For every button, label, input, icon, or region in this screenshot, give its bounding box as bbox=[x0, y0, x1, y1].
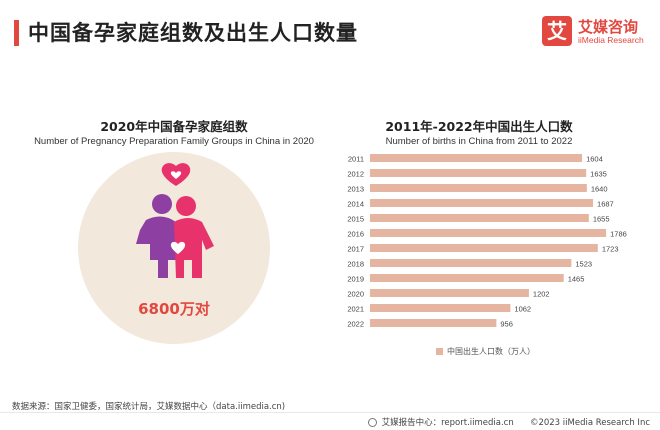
bar bbox=[370, 214, 589, 222]
legend-swatch bbox=[436, 348, 443, 355]
category-label: 2019 bbox=[347, 275, 364, 284]
bar bbox=[370, 244, 598, 252]
data-source: 数据来源：国家卫健委，国家统计局，艾媒数据中心（data.iimedia.cn) bbox=[12, 402, 286, 412]
report-center-icon bbox=[367, 418, 377, 427]
logo-name-cn: 艾媒咨询 bbox=[578, 18, 639, 36]
family-icon bbox=[136, 163, 214, 278]
category-label: 2012 bbox=[347, 170, 364, 179]
category-label: 2016 bbox=[347, 230, 364, 239]
category-label: 2021 bbox=[347, 305, 364, 314]
bar bbox=[370, 274, 564, 282]
bar bbox=[370, 154, 583, 162]
bar bbox=[370, 229, 607, 237]
bar bbox=[370, 259, 572, 267]
data-label: 956 bbox=[500, 320, 513, 329]
left-panel-title-cn: 2020年中国备孕家庭组数 bbox=[100, 119, 248, 134]
bar bbox=[370, 199, 594, 207]
bar bbox=[370, 184, 587, 192]
data-label: 1786 bbox=[610, 230, 627, 239]
data-label: 1655 bbox=[593, 215, 610, 224]
chart-legend: 中国出生人口数（万人） bbox=[436, 346, 535, 357]
data-label: 1202 bbox=[533, 290, 550, 299]
footer-right: 艾媒报告中心：report.iimedia.cn ©2023 iiMedia R… bbox=[367, 416, 650, 428]
data-label: 1687 bbox=[597, 200, 614, 209]
bar bbox=[370, 319, 497, 327]
logo-name-en: iiMedia Research bbox=[578, 35, 644, 45]
chart-title: 2011年-2022年中国出生人口数 bbox=[385, 119, 573, 134]
bar-chart: 2011 1604 2012 1635 2013 1640 2014 1687 2015 1655… bbox=[347, 154, 627, 329]
legend-label: 中国出生人口数（万人） bbox=[447, 347, 535, 356]
data-label: 1523 bbox=[575, 260, 592, 269]
category-label: 2022 bbox=[347, 320, 364, 329]
data-label: 1062 bbox=[514, 305, 531, 314]
bar bbox=[370, 169, 587, 177]
bar bbox=[370, 304, 511, 312]
report-center-link[interactable]: 艾媒报告中心：report.iimedia.cn bbox=[381, 418, 514, 428]
category-label: 2018 bbox=[347, 260, 364, 269]
bar bbox=[370, 289, 529, 297]
category-label: 2013 bbox=[347, 185, 364, 194]
data-label: 1640 bbox=[591, 185, 608, 194]
stat-value: 6800万对 bbox=[138, 300, 210, 318]
footer-divider bbox=[0, 412, 660, 413]
logo-mark: 艾 bbox=[542, 16, 572, 46]
data-label: 1635 bbox=[590, 170, 607, 179]
category-label: 2017 bbox=[347, 245, 364, 254]
data-label: 1723 bbox=[602, 245, 619, 254]
title-accent-bar bbox=[14, 20, 19, 46]
category-label: 2011 bbox=[348, 155, 364, 164]
copyright: ©2023 iiMedia Research Inc bbox=[529, 418, 650, 428]
category-label: 2015 bbox=[347, 215, 364, 224]
small-heart-icon bbox=[170, 241, 186, 254]
brand-logo: 艾 艾媒咨询 iiMedia Research bbox=[542, 16, 652, 50]
page-title: 中国备孕家庭组数及出生人口数量 bbox=[28, 21, 358, 45]
data-label: 1465 bbox=[568, 275, 585, 284]
chart-subtitle: Number of births in China from 2011 to 2… bbox=[385, 136, 573, 147]
category-label: 2020 bbox=[347, 290, 364, 299]
category-label: 2014 bbox=[347, 200, 364, 209]
data-label: 1604 bbox=[586, 155, 603, 164]
left-panel-title-en: Number of Pregnancy Preparation Family G… bbox=[34, 136, 314, 147]
